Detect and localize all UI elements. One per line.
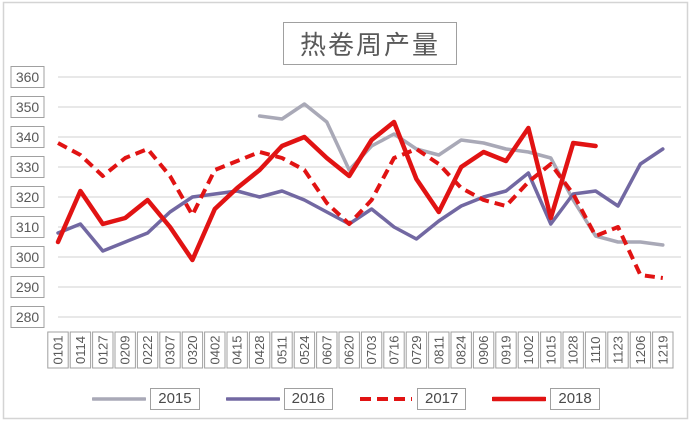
x-tick-box xyxy=(159,331,181,369)
chart-outer-border xyxy=(2,1,689,420)
x-tick-box xyxy=(562,331,584,369)
x-axis-tick-label: 0906 xyxy=(476,336,491,365)
series-line-2017 xyxy=(57,141,664,280)
legend-label-2016: 2016 xyxy=(283,388,333,410)
y-tick-box xyxy=(10,276,45,298)
y-tick-box xyxy=(10,306,45,328)
chart-title: 热卷周产量 xyxy=(283,22,457,65)
x-axis-tick-label: 1219 xyxy=(655,336,670,365)
y-axis-tick-label: 320 xyxy=(16,189,40,205)
x-axis-tick-label: 0114 xyxy=(73,336,88,364)
x-tick-box xyxy=(629,331,652,369)
x-axis-tick-label: 1110 xyxy=(588,337,603,364)
y-axis-tick-label: 340 xyxy=(16,129,40,145)
x-tick-box xyxy=(316,331,338,369)
x-axis-tick-label: 0320 xyxy=(185,336,200,365)
x-axis-tick-label: 0307 xyxy=(163,336,178,365)
y-axis-tick-label: 300 xyxy=(16,249,40,265)
x-axis-tick-label: 0703 xyxy=(364,336,379,365)
x-tick-box xyxy=(92,331,114,369)
x-tick-box xyxy=(47,331,69,369)
x-axis-tick-label: 0127 xyxy=(95,336,110,365)
legend-line-sample-2015 xyxy=(92,397,147,401)
legend-line-sample-2016 xyxy=(225,397,280,401)
series-line-2016 xyxy=(56,147,665,253)
x-tick-box xyxy=(495,331,517,369)
legend-label-2015: 2015 xyxy=(150,388,200,410)
legend-item-2016: 2016 xyxy=(225,388,333,410)
y-tick-box xyxy=(10,126,45,148)
y-axis-tick-label: 310 xyxy=(16,219,40,235)
chart-legend: 2015 2016 2017 2018 xyxy=(0,383,692,415)
x-tick-box xyxy=(383,331,405,369)
x-tick-box xyxy=(517,331,540,369)
x-axis-tick-label: 0428 xyxy=(252,336,267,365)
y-tick-box xyxy=(10,186,45,208)
x-axis-tick-label: 0729 xyxy=(409,336,424,365)
x-tick-box xyxy=(181,331,204,369)
x-tick-box xyxy=(136,331,159,369)
x-tick-box xyxy=(271,331,293,369)
y-tick-box xyxy=(10,66,45,88)
x-tick-box xyxy=(248,331,271,369)
x-axis-tick-label: 0101 xyxy=(51,336,66,365)
x-axis-tick-label: 0511 xyxy=(275,336,290,364)
x-tick-box xyxy=(540,331,562,369)
x-tick-box xyxy=(114,331,136,369)
x-axis-tick-label: 0209 xyxy=(118,336,133,365)
legend-item-2018: 2018 xyxy=(492,388,600,410)
x-tick-box xyxy=(338,331,360,369)
series-line-2015 xyxy=(257,102,665,247)
y-tick-box xyxy=(10,246,45,268)
x-tick-box xyxy=(652,331,674,369)
x-axis-tick-label: 1015 xyxy=(543,336,558,365)
legend-item-2015: 2015 xyxy=(92,388,200,410)
legend-label-2017: 2017 xyxy=(417,388,467,410)
legend-line-sample-2018 xyxy=(492,396,547,402)
x-tick-box xyxy=(584,331,607,369)
x-axis-tick-label: 0919 xyxy=(499,336,514,365)
x-tick-box xyxy=(69,331,92,369)
legend-line-sample-2017 xyxy=(360,397,412,401)
x-axis-tick-label: 1028 xyxy=(566,336,581,365)
x-axis-tick-label: 0716 xyxy=(387,336,402,365)
legend-item-2017: 2017 xyxy=(359,388,467,410)
x-axis-tick-label: 0415 xyxy=(230,336,245,365)
x-axis-tick-label: 1206 xyxy=(633,336,648,365)
x-tick-box xyxy=(293,331,316,369)
y-tick-box xyxy=(10,216,45,238)
x-axis-tick-label: 0607 xyxy=(319,336,334,365)
x-axis-tick-label: 0222 xyxy=(140,336,155,365)
x-tick-box xyxy=(428,331,450,369)
x-tick-box xyxy=(472,331,495,369)
x-tick-box xyxy=(405,331,428,369)
series-line-2018 xyxy=(55,119,598,263)
y-tick-box xyxy=(10,156,45,178)
y-axis-tick-label: 350 xyxy=(16,99,40,115)
x-axis-tick-label: 0824 xyxy=(454,336,469,365)
x-tick-box xyxy=(226,331,248,369)
x-tick-box xyxy=(450,331,472,369)
x-tick-box xyxy=(360,331,383,369)
x-axis-tick-label: 1002 xyxy=(521,336,536,365)
x-tick-box xyxy=(204,331,226,369)
x-tick-box xyxy=(607,331,629,369)
legend-label-2018: 2018 xyxy=(550,388,600,410)
y-axis-tick-label: 330 xyxy=(16,159,40,175)
y-tick-box xyxy=(10,96,45,118)
x-axis-tick-label: 0620 xyxy=(342,336,357,365)
x-axis-tick-label: 0524 xyxy=(297,336,312,365)
x-axis-tick-label: 0402 xyxy=(207,336,222,365)
y-axis-tick-label: 280 xyxy=(16,309,40,325)
y-axis-tick-label: 290 xyxy=(16,279,40,295)
x-axis-tick-label: 1123 xyxy=(611,336,626,364)
x-axis-tick-label: 0811 xyxy=(431,336,446,364)
y-axis-tick-label: 360 xyxy=(16,69,40,85)
